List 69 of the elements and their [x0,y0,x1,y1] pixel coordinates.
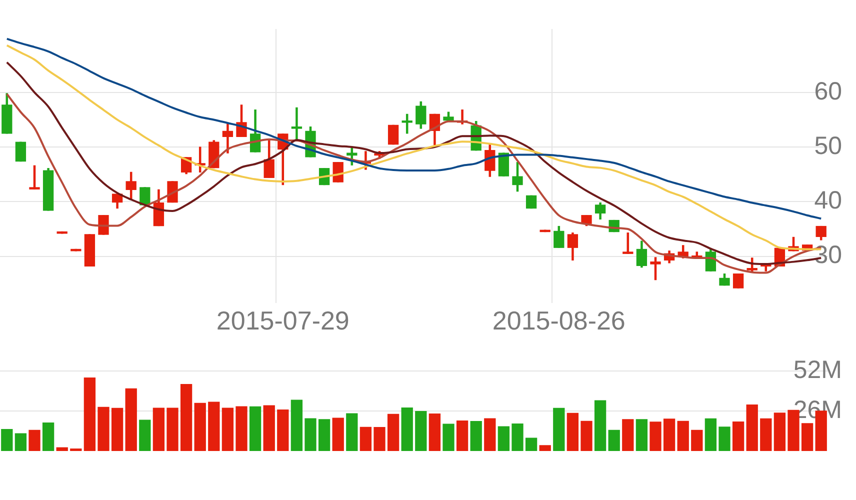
x-tick-label: 2015-08-26 [492,306,626,336]
bar [539,445,551,451]
bar [387,414,400,451]
bar [401,407,413,451]
y-tick-label: 52M [793,356,842,384]
bar [111,408,124,451]
bar [594,400,606,451]
bar [139,420,151,451]
bar [677,420,689,451]
bar [746,404,758,451]
y-tick-label: 40 [814,186,842,215]
bar [28,430,40,451]
bar [346,413,358,451]
bar [622,419,634,451]
bar [650,422,662,451]
bar [663,418,676,451]
bar [760,418,772,451]
candlestick [732,274,744,288]
bar [484,418,496,451]
bar [704,418,717,451]
bar [152,408,165,451]
candlestick [388,124,399,145]
candlestick [84,234,96,267]
bar [801,423,814,451]
bar [774,412,786,451]
bar [125,388,137,451]
bar [415,410,427,451]
bar [566,412,579,451]
bar [718,426,730,451]
candlestick [498,152,510,176]
bar [498,426,510,451]
bar [332,418,344,451]
bar [1,428,13,451]
bar [180,384,192,451]
bar [277,409,289,451]
bar [14,433,27,451]
bar [636,419,648,451]
candlestick [526,195,537,209]
bar [525,438,538,451]
bar [456,420,468,451]
bar [194,402,206,451]
bar [374,426,386,451]
bar [42,422,54,451]
bar [580,420,592,451]
bar [512,423,524,451]
bar [608,430,620,451]
bar [470,420,482,451]
bar [98,406,110,451]
bar [553,408,565,451]
bar [249,406,262,451]
bar [236,406,248,451]
x-tick-label: 2015-07-29 [216,306,350,336]
bar [304,418,316,451]
bar [442,424,454,451]
bar [691,430,703,451]
bar [84,377,96,451]
bar [290,400,303,451]
bar [208,402,220,451]
bar [263,405,275,451]
candlestick [15,142,26,162]
bar [56,447,68,451]
bar [360,426,372,451]
bar [222,408,234,451]
bar [732,421,744,451]
bar [318,419,330,451]
bar [428,413,441,451]
bar [166,408,178,451]
y-tick-label: 50 [814,132,842,160]
y-tick-label: 60 [814,77,842,106]
